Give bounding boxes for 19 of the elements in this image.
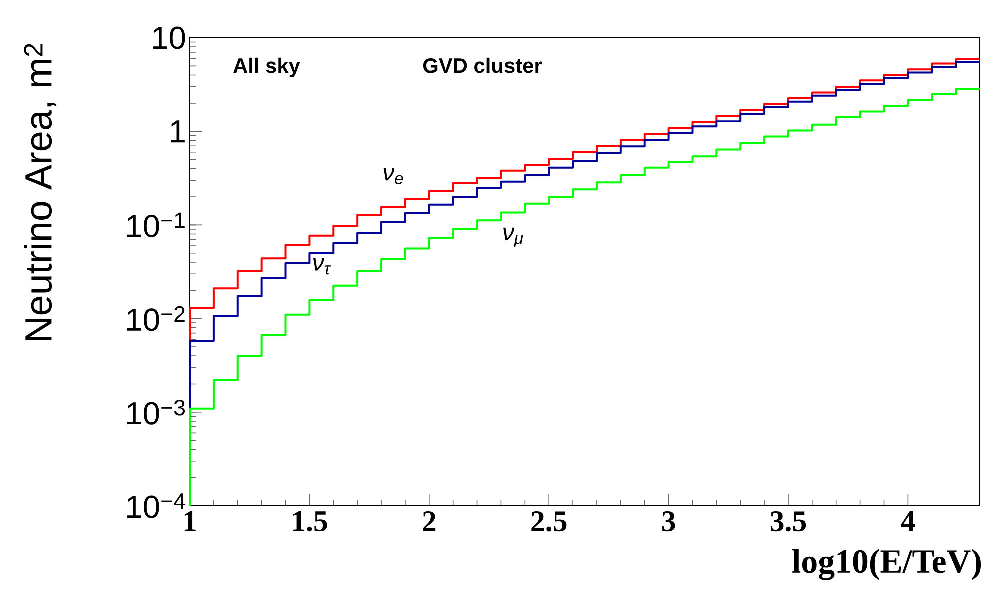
y-tick-label: 10$^{−2}$ bbox=[128, 306, 185, 332]
series-label: ν$_{τ}$ bbox=[313, 258, 332, 275]
y-axis-title: Neutrino Area, m$^{2}$ bbox=[24, 44, 57, 340]
annotation: GVD cluster bbox=[423, 58, 542, 74]
series-label: ν$_{μ}$ bbox=[504, 228, 524, 248]
y-tick-label: 10 bbox=[153, 26, 186, 50]
x-axis-title: log10(E/TeV) bbox=[792, 549, 982, 580]
y-tick-label: 10$^{−4}$ bbox=[128, 494, 186, 518]
y-tick-label: 1 bbox=[171, 120, 185, 143]
x-tick-label: 3.5 bbox=[770, 512, 806, 532]
x-tick-label: 4 bbox=[901, 512, 916, 532]
x-tick-label: 2 bbox=[423, 512, 436, 532]
x-tick-label: 1.5 bbox=[293, 512, 328, 532]
x-tick-label: 3 bbox=[662, 512, 676, 532]
y-tick-label: 10$^{−1}$ bbox=[128, 212, 185, 238]
x-tick-label: 2.5 bbox=[532, 512, 567, 532]
annotation: All sky bbox=[234, 58, 300, 78]
series-label: ν$_{e}$ bbox=[384, 168, 404, 184]
y-tick-label: 10$^{−3}$ bbox=[128, 400, 185, 425]
